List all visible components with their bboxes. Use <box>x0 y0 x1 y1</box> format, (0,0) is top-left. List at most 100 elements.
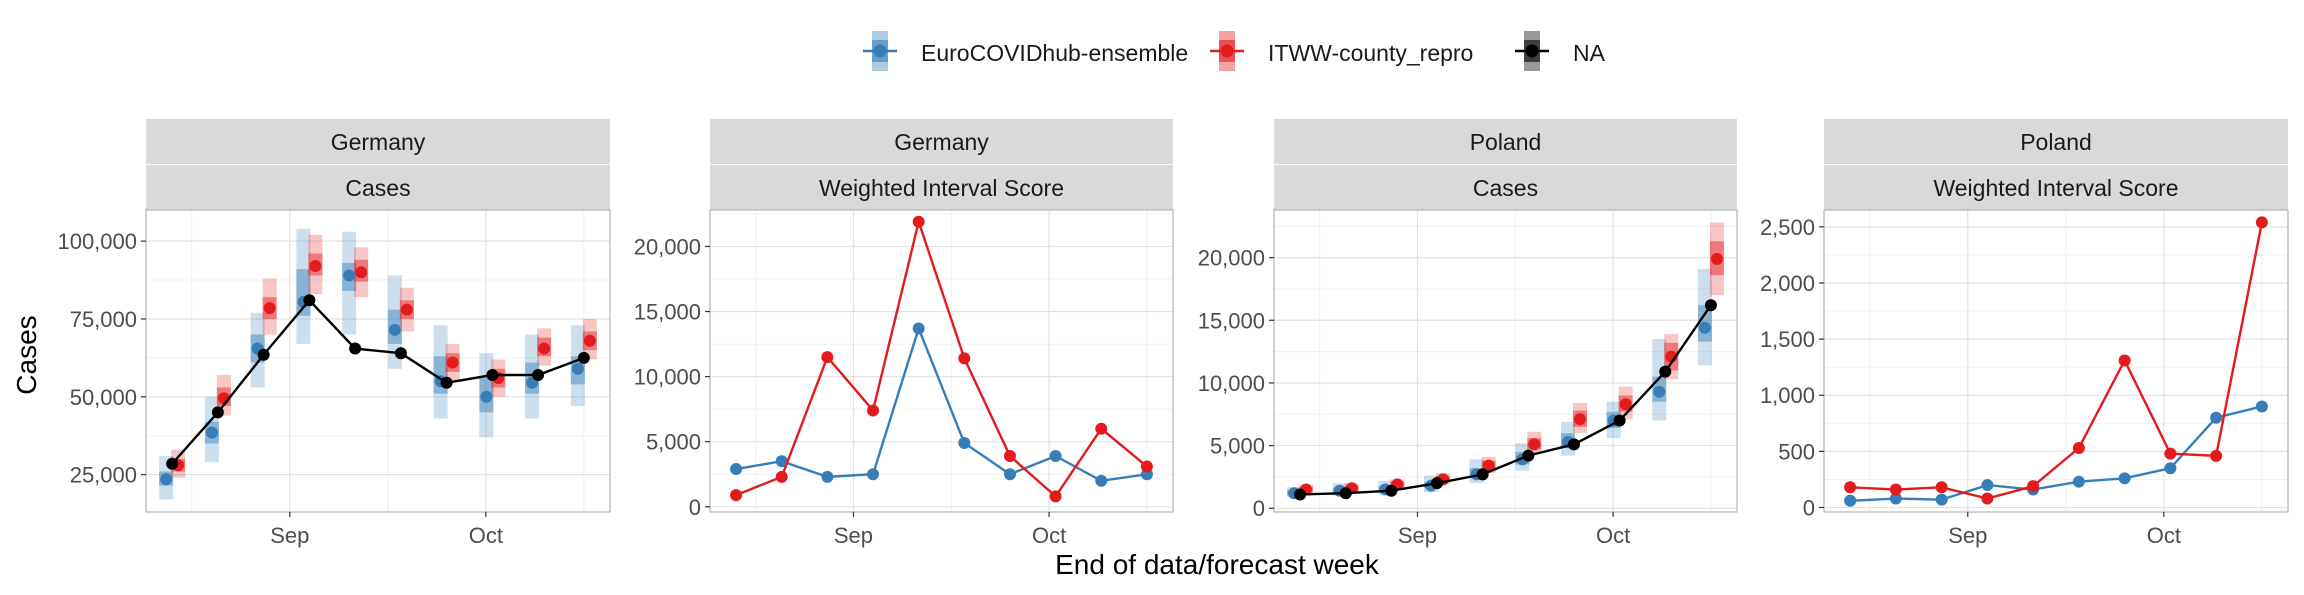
data-point <box>1049 490 1062 503</box>
strip-bottom-bg <box>710 165 1173 210</box>
data-point <box>355 266 368 279</box>
data-point <box>2072 475 2085 488</box>
panel-background <box>1824 210 2288 512</box>
series-ITWW-county_repro <box>1844 216 2268 505</box>
data-point <box>1981 479 1994 492</box>
data-point <box>912 215 925 228</box>
data-point <box>1476 468 1489 481</box>
y-tick-label: 2,000 <box>1760 271 1815 296</box>
strip-label-bottom: Cases <box>1473 175 1538 201</box>
interval-90 <box>433 325 448 419</box>
data-point <box>166 457 179 470</box>
data-point <box>1981 492 1994 505</box>
data-point <box>1140 460 1153 473</box>
strip-label-top: Germany <box>894 129 989 155</box>
x-tick-label: Sep <box>270 523 309 548</box>
data-point <box>388 323 401 336</box>
data-point <box>2118 472 2131 485</box>
legend-label: ITWW-county_repro <box>1268 40 1473 66</box>
data-point <box>1698 321 1711 334</box>
data-point <box>538 342 551 355</box>
legend-key-point <box>873 44 887 58</box>
strip-bottom-bg <box>1824 165 2288 210</box>
panel-3: Poland Weighted Interval Score 0 500 1,000 1,… <box>1760 119 2289 548</box>
y-tick-label: 15,000 <box>1198 308 1265 333</box>
data-point <box>730 463 743 476</box>
interval-90 <box>296 228 311 344</box>
data-point <box>775 455 788 468</box>
data-point <box>1049 450 1062 463</box>
data-point <box>2210 411 2223 424</box>
strip-top-bg <box>1824 119 2288 164</box>
legend-key-point <box>1220 44 1234 58</box>
legend-key-point <box>1525 44 1539 58</box>
x-tick-label: Oct <box>1596 523 1630 548</box>
data-point <box>1095 474 1108 487</box>
data-point <box>1522 449 1535 462</box>
data-point <box>2118 354 2131 367</box>
data-point <box>446 356 459 369</box>
strip-top-bg <box>1274 119 1737 164</box>
x-tick-label: Sep <box>1948 523 1987 548</box>
x-tick-label: Sep <box>834 523 873 548</box>
y-tick-label: 0 <box>1253 496 1265 521</box>
panel-border <box>709 209 1174 513</box>
data-point <box>2164 462 2177 475</box>
data-point <box>1482 459 1495 472</box>
y-tick-label: 15,000 <box>634 300 701 325</box>
strip-top-bg <box>710 119 1173 164</box>
series-EuroCOVIDhub-ensemble <box>160 269 584 486</box>
interval-90 <box>1697 268 1712 366</box>
data-point <box>205 426 218 439</box>
data-point <box>2255 400 2268 413</box>
panel-background <box>146 210 610 512</box>
panel-background <box>1274 210 1737 512</box>
legend-label: NA <box>1573 40 1606 66</box>
strip-label-top: Poland <box>1470 129 1542 155</box>
series-ITWW-county_repro <box>172 260 596 472</box>
strip-bottom-bg <box>146 165 610 210</box>
data-point <box>160 473 173 486</box>
strip-label-bottom: Cases <box>345 175 410 201</box>
series-line <box>1850 222 2264 500</box>
data-point <box>303 294 316 307</box>
series-NA <box>1294 299 1717 501</box>
data-point <box>486 369 499 382</box>
data-point <box>1431 477 1444 490</box>
data-point <box>1339 487 1352 500</box>
data-point <box>1573 413 1586 426</box>
y-tick-label: 1,000 <box>1760 383 1815 408</box>
data-point <box>480 390 493 403</box>
strip-label-bottom: Weighted Interval Score <box>819 175 1064 201</box>
data-point <box>867 468 880 481</box>
data-point <box>532 369 545 382</box>
data-point <box>1844 494 1857 507</box>
data-point <box>1710 252 1723 265</box>
interval-90 <box>525 334 540 419</box>
y-tick-label: 2,500 <box>1760 215 1815 240</box>
x-tick-label: Oct <box>469 523 503 548</box>
series-line <box>735 324 1148 483</box>
data-point <box>257 348 270 361</box>
y-tick-label: 0 <box>1803 496 1815 521</box>
data-point <box>583 334 596 347</box>
y-tick-label: 10,000 <box>1198 371 1265 396</box>
data-point <box>1567 438 1580 451</box>
y-tick-label: 0 <box>689 495 701 520</box>
data-point <box>2027 480 2040 493</box>
data-point <box>1935 481 1948 494</box>
series-EuroCOVIDhub-ensemble <box>1844 400 2268 507</box>
data-point <box>571 362 584 375</box>
panel-border <box>145 209 611 513</box>
legend-entry-0: EuroCOVIDhub-ensemble <box>863 31 1188 71</box>
strip-label-top: Germany <box>331 129 426 155</box>
data-point <box>1889 492 1902 505</box>
series-line <box>735 217 1148 499</box>
y-tick-label: 50,000 <box>70 385 137 410</box>
data-point <box>349 342 362 355</box>
series-NA <box>166 294 590 470</box>
data-point <box>730 489 743 502</box>
strip-label-top: Poland <box>2020 129 2092 155</box>
data-point <box>821 470 834 483</box>
interval-90 <box>342 231 357 335</box>
